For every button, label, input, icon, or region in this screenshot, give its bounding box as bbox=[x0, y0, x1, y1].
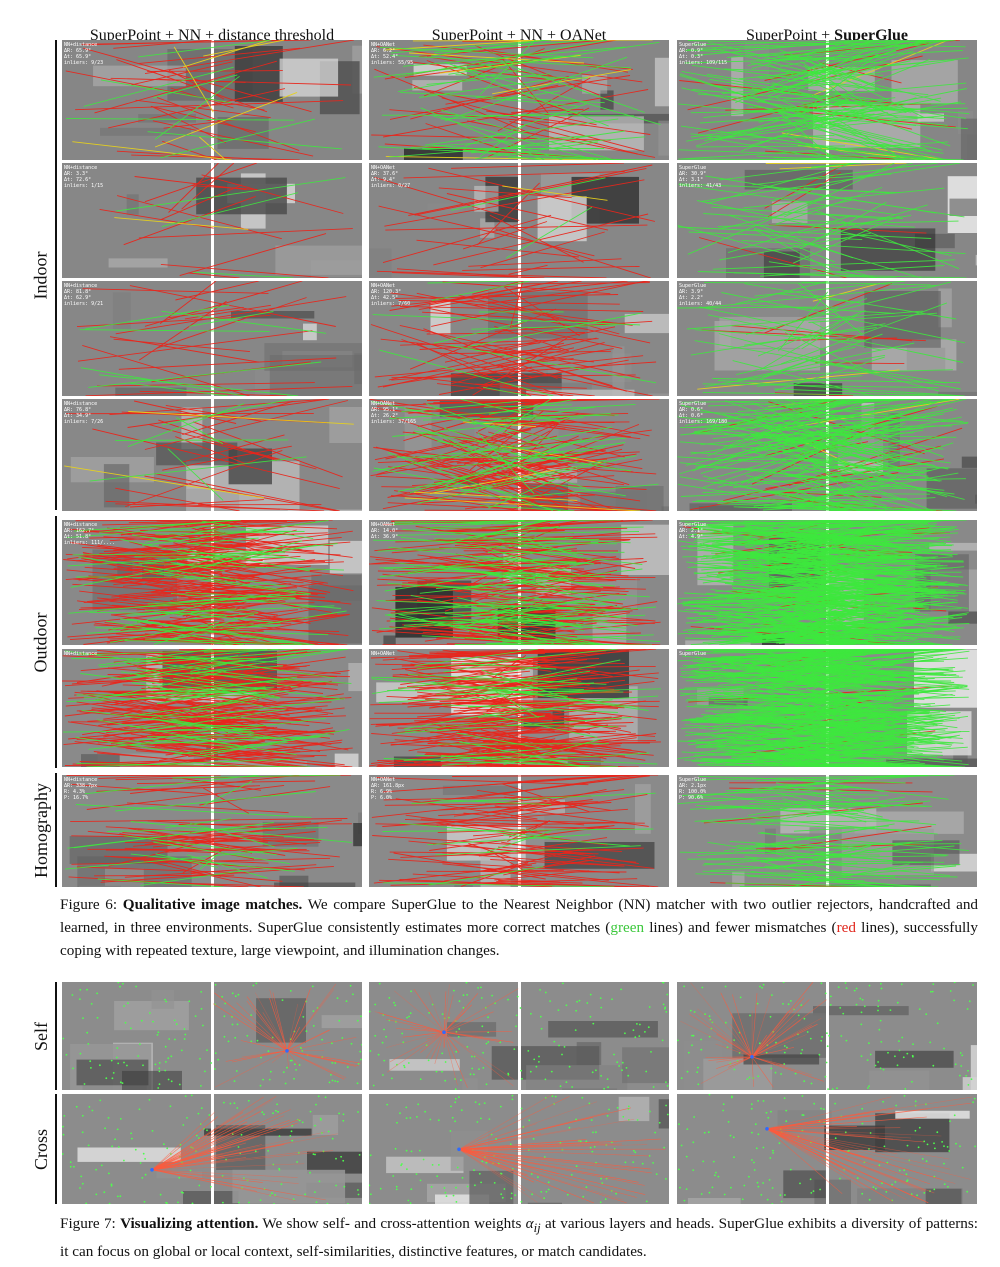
match-panel-indoor_1-col2: NN+OANet ΔR: 6.2° Δt: 52.4° inliers: 55/95 bbox=[369, 40, 669, 160]
group-label-self: Self bbox=[30, 1021, 51, 1051]
match-panel-indoor_2-col3: SuperGlue ΔR: 30.9° Δt: 3.1° inliers: 41/43 bbox=[677, 163, 977, 278]
svg-text:NN+distance: NN+distance bbox=[64, 651, 97, 657]
figure-7-caption: Figure 7: Visualizing attention. We show… bbox=[60, 1215, 979, 1261]
match-panel-indoor_2-col1: NN+distance ΔR: 3.3° Δt: 72.6° inliers: 1/1… bbox=[62, 163, 362, 278]
column-title-superglue: SuperPoint + SuperGlue bbox=[746, 27, 908, 44]
group-label-indoor: Indoor bbox=[30, 251, 51, 299]
attention-panel-cross-col1 bbox=[62, 1094, 362, 1204]
group-label-cross: Cross bbox=[30, 1128, 51, 1170]
match-panel-outdoor_2-col2: NN+OANet bbox=[369, 649, 669, 767]
bracket-homography bbox=[55, 773, 57, 887]
match-panel-indoor_4-col3: SuperGlue ΔR: 0.6° Δt: 0.6° inliers: 169/18… bbox=[677, 399, 977, 511]
match-panel-homography_1-col3: SuperGlue ΔR: 2.1px R: 100.0% P: 90.6% bbox=[677, 775, 977, 887]
match-panel-indoor_4-col1: NN+distance ΔR: 76.8° Δt: 34.9° inliers: 7/… bbox=[62, 399, 362, 511]
match-panel-homography_1-col1: NN+distance ΔR: 338.7px R: 4.3% P: 16.7% bbox=[62, 775, 362, 887]
match-panel-outdoor_2-col3: SuperGlue bbox=[677, 649, 977, 767]
group-label-homography: Homography bbox=[30, 782, 51, 878]
bracket-outdoor bbox=[55, 516, 57, 768]
attention-panel-self-col2 bbox=[369, 982, 669, 1090]
match-panel-indoor_4-col2: NN+OANet ΔR: 95.1° Δt: 26.2° inliers: 37/16… bbox=[369, 399, 669, 511]
match-panel-indoor_2-col2: NN+OANet ΔR: 37.6° Δt: 9.4° inliers: 0/27 bbox=[369, 163, 669, 278]
bracket-indoor bbox=[55, 40, 57, 510]
match-panel-indoor_3-col2: NN+OANet ΔR: 120.3° Δt: 42.5° inliers: 7/60 bbox=[369, 281, 669, 396]
svg-text:SuperGlue: SuperGlue bbox=[679, 651, 706, 657]
figure-6-caption: Figure 6: Qualitative image matches. We … bbox=[60, 896, 979, 959]
match-panel-outdoor_2-col1: NN+distance bbox=[62, 649, 362, 767]
match-panel-outdoor_1-col2: NN+OANet ΔR: 14.0° Δt: 36.9° bbox=[369, 520, 669, 645]
attention-panel-cross-col2 bbox=[369, 1094, 669, 1204]
match-panel-outdoor_1-col3: SuperGlue ΔR: 2.1° Δt: 4.9° bbox=[677, 520, 977, 645]
attention-panel-cross-col3 bbox=[677, 1094, 977, 1204]
match-panel-indoor_3-col3: SuperGlue ΔR: 3.9° Δt: 2.2° inliers: 40/44 bbox=[677, 281, 977, 396]
bracket-self bbox=[55, 982, 57, 1090]
group-label-outdoor: Outdoor bbox=[30, 612, 51, 672]
column-title-nn-distance: SuperPoint + NN + distance threshold bbox=[89, 27, 335, 44]
attention-panel-self-col3 bbox=[677, 982, 977, 1090]
match-panel-indoor_1-col3: SuperGlue ΔR: 0.9° Δt: 0.3° inliers: 109/11… bbox=[677, 40, 977, 160]
attention-panel-self-col1 bbox=[62, 982, 362, 1090]
bracket-cross bbox=[55, 1094, 57, 1204]
match-panel-homography_1-col2: NN+OANet ΔR: 161.8px R: 6.9% P: 6.0% bbox=[369, 775, 669, 887]
match-panel-outdoor_1-col1: NN+distance ΔR: 162.7° Δt: 51.8° inliers: 1… bbox=[62, 520, 362, 645]
svg-text:NN+OANet: NN+OANet bbox=[371, 651, 395, 657]
match-panel-indoor_1-col1: NN+distance ΔR: 65.9° Δt: 65.9° inliers: 9/… bbox=[62, 40, 362, 160]
match-panel-indoor_3-col1: NN+distance ΔR: 81.8° Δt: 62.9° inliers: 9/… bbox=[62, 281, 362, 396]
